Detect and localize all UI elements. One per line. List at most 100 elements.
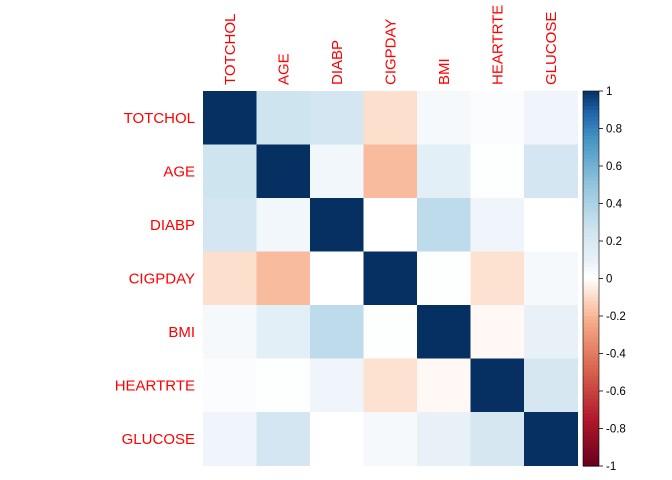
- colorbar-segment: [583, 342, 599, 347]
- colorbar-segment: [583, 286, 599, 291]
- colorbar-segment: [583, 271, 599, 276]
- colorbar-segment: [583, 109, 599, 115]
- colorbar-segment: [583, 91, 599, 96]
- colorbar-segment: [583, 241, 599, 246]
- heatmap-cell-heartrte-age: [256, 358, 311, 413]
- colorbar-segment: [583, 199, 599, 205]
- heatmap-cell-bmi-heartrte: [470, 305, 525, 359]
- colorbar-segment: [583, 94, 599, 100]
- colorbar-segment: [583, 349, 599, 355]
- heatmap-cell-diabp-cigpday: [363, 198, 418, 252]
- heatmap-cell-glucose-bmi: [417, 412, 471, 466]
- row-label-bmi: BMI: [168, 324, 195, 341]
- colorbar-segment: [583, 274, 599, 280]
- heatmap-cell-glucose-diabp: [310, 412, 364, 466]
- colorbar-segment: [583, 177, 599, 182]
- heatmap-cell-heartrte-totchol: [203, 358, 257, 413]
- colorbar-segment: [583, 406, 599, 411]
- colorbar-segment: [583, 346, 599, 351]
- colorbar-segment: [583, 376, 599, 381]
- colorbar-segment: [583, 154, 599, 160]
- heatmap-cell-age-bmi: [417, 144, 471, 199]
- colorbar-segment: [583, 368, 599, 373]
- heatmap-cell-bmi-age: [256, 305, 311, 359]
- colorbar-segment: [583, 121, 599, 126]
- colorbar-segment: [583, 398, 599, 403]
- heatmap-cell-heartrte-bmi: [417, 358, 471, 413]
- heatmap-cell-bmi-diabp: [310, 305, 364, 359]
- colorbar-tick-label: 0.8: [606, 124, 622, 136]
- heatmap-cell-glucose-cigpday: [363, 412, 418, 466]
- heatmap-cell-glucose-glucose: [524, 412, 578, 466]
- heatmap-cell-age-glucose: [524, 144, 578, 199]
- colorbar-segment: [583, 454, 599, 460]
- colorbar-segment: [583, 432, 599, 437]
- heatmap-cell-glucose-age: [256, 412, 311, 466]
- column-label-cigpday: CIGPDAY: [382, 19, 399, 85]
- colorbar-segment: [583, 391, 599, 396]
- colorbar-segment: [583, 312, 599, 317]
- colorbar-segment: [583, 192, 599, 197]
- colorbar-tick-label: -1: [606, 461, 616, 473]
- colorbar-segment: [583, 443, 599, 448]
- colorbar-tick-label: -0.6: [606, 386, 626, 398]
- colorbar-segment: [583, 451, 599, 456]
- colorbar-segment: [583, 184, 599, 190]
- colorbar-segment: [583, 229, 599, 235]
- colorbar-tick-label: -0.4: [606, 349, 626, 361]
- colorbar-segment: [583, 402, 599, 407]
- heatmap-cell-bmi-bmi: [417, 305, 471, 359]
- colorbar-segment: [583, 196, 599, 201]
- colorbar-segment: [583, 421, 599, 426]
- colorbar-segment: [583, 338, 599, 343]
- heatmap-cell-age-heartrte: [470, 144, 525, 199]
- colorbar-segment: [583, 458, 599, 463]
- colorbar-tick-label: -0.2: [606, 311, 626, 323]
- heatmap-cell-age-totchol: [203, 144, 257, 199]
- heatmap-cell-cigpday-glucose: [524, 251, 578, 306]
- heatmap-cell-totchol-glucose: [524, 91, 578, 145]
- heatmap-cell-age-age: [256, 144, 311, 199]
- heatmap-cell-diabp-glucose: [524, 198, 578, 252]
- colorbar-segment: [583, 226, 599, 231]
- colorbar-segment: [583, 297, 599, 302]
- colorbar-segment: [583, 248, 599, 253]
- colorbar-segment: [583, 319, 599, 325]
- column-label-glucose: GLUCOSE: [543, 12, 560, 85]
- colorbar-segment: [583, 106, 599, 111]
- colorbar-segment: [583, 379, 599, 385]
- colorbar-segment: [583, 293, 599, 298]
- colorbar-segment: [583, 439, 599, 445]
- colorbar-segment: [583, 218, 599, 223]
- heatmap-cell-cigpday-totchol: [203, 251, 257, 306]
- colorbar-segment: [583, 357, 599, 362]
- colorbar-segment: [583, 387, 599, 392]
- colorbar-segment: [583, 278, 599, 283]
- colorbar-tick-label: 0: [606, 274, 612, 286]
- colorbar-segment: [583, 203, 599, 208]
- heatmap-cell-totchol-cigpday: [363, 91, 418, 145]
- colorbar-segment: [583, 158, 599, 163]
- heatmap-cell-heartrte-heartrte: [470, 358, 525, 413]
- colorbar-segment: [583, 409, 599, 415]
- colorbar-segment: [583, 102, 599, 107]
- heatmap-cell-bmi-cigpday: [363, 305, 418, 359]
- colorbar-segment: [583, 244, 599, 250]
- colorbar-segment: [583, 372, 599, 377]
- colorbar-segment: [583, 428, 599, 433]
- colorbar-segment: [583, 98, 599, 103]
- colorbar-segment: [583, 211, 599, 216]
- colorbar-segment: [583, 267, 599, 272]
- column-label-age: AGE: [275, 53, 292, 85]
- colorbar-tick-label: 0.6: [606, 161, 622, 173]
- colorbar-segment: [583, 233, 599, 238]
- colorbar-segment: [583, 214, 599, 220]
- heatmap-cell-cigpday-age: [256, 251, 311, 306]
- colorbar-segment: [583, 259, 599, 265]
- heatmap-cell-diabp-totchol: [203, 198, 257, 252]
- column-label-diabp: DIABP: [329, 40, 346, 85]
- heatmap-cell-cigpday-diabp: [310, 251, 364, 306]
- colorbar-segment: [583, 222, 599, 227]
- heatmap-cell-totchol-age: [256, 91, 311, 145]
